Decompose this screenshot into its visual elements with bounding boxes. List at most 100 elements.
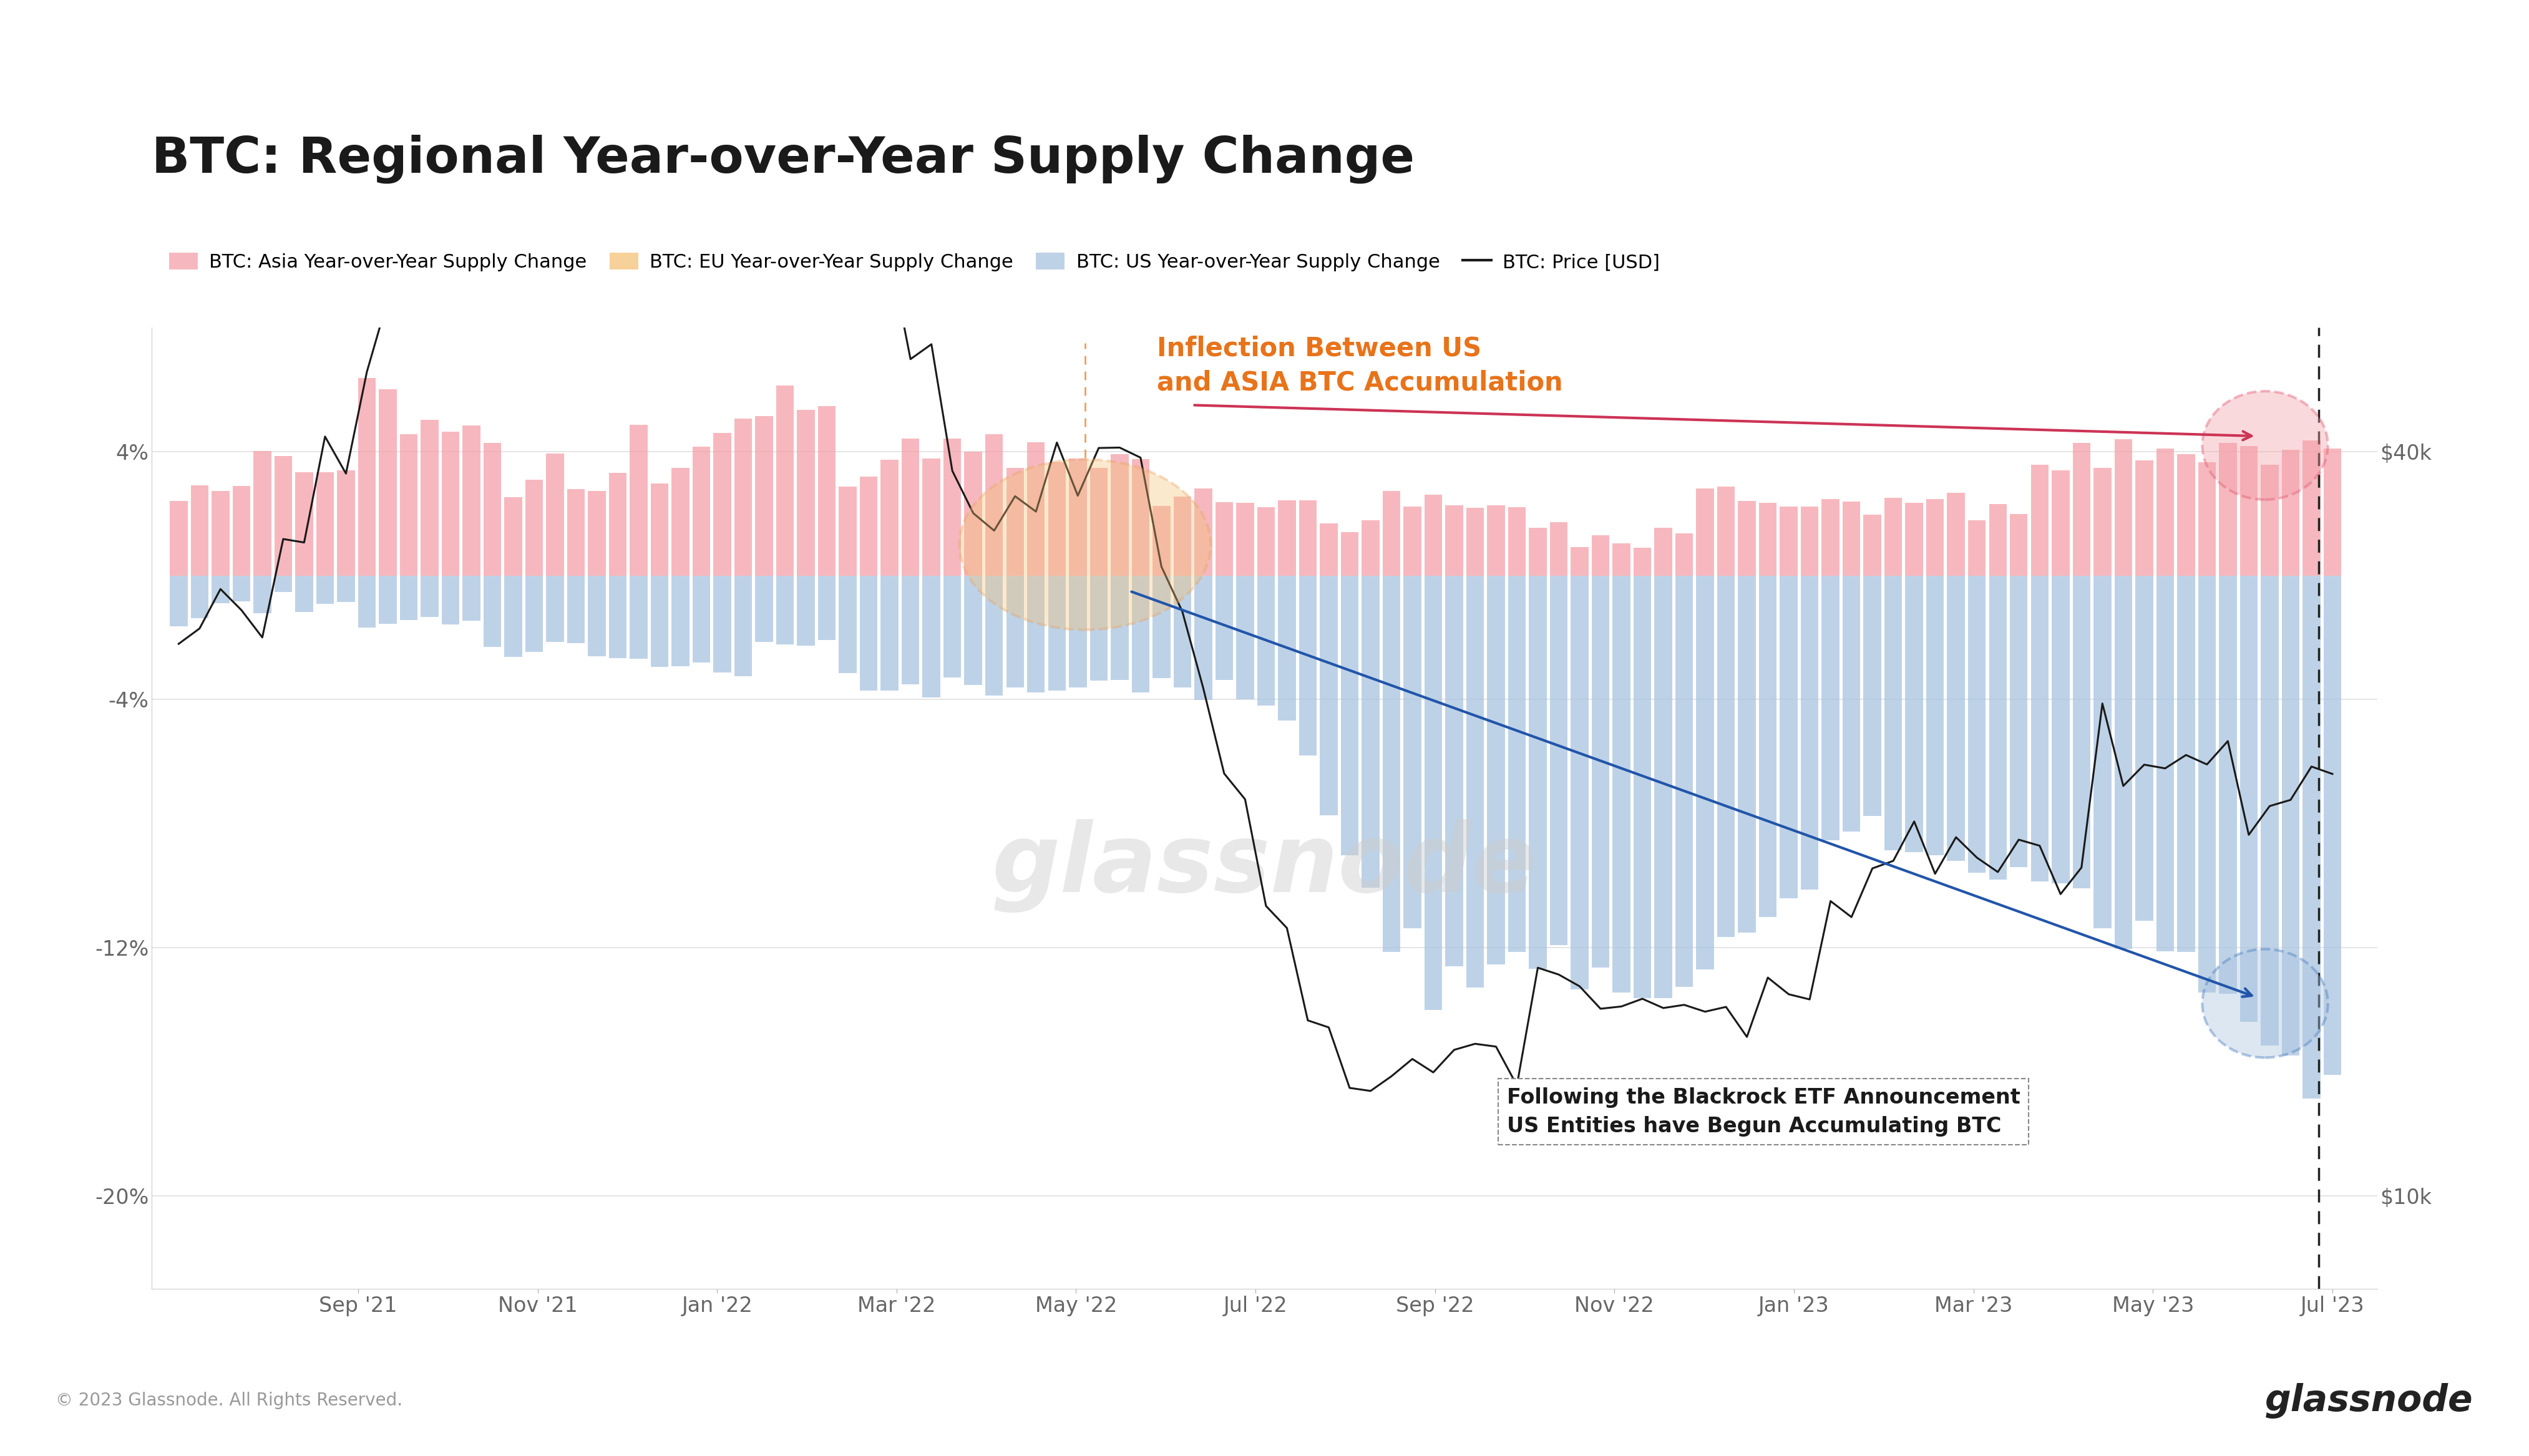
- Bar: [1110, 575, 1128, 680]
- Bar: [2011, 575, 2028, 868]
- Bar: [1654, 575, 1672, 999]
- Bar: [1216, 502, 1234, 575]
- Bar: [1884, 498, 1902, 575]
- Bar: [1194, 575, 1211, 700]
- Bar: [1007, 467, 1024, 575]
- Bar: [2157, 448, 2175, 575]
- Bar: [1844, 575, 1861, 831]
- Ellipse shape: [958, 459, 1211, 630]
- Bar: [776, 386, 794, 575]
- Bar: [296, 575, 314, 612]
- Bar: [1444, 505, 1464, 575]
- Bar: [2157, 575, 2175, 951]
- Bar: [2281, 450, 2299, 575]
- Text: Following the Blackrock ETF Announcement
US Entities have Begun Accumulating BTC: Following the Blackrock ETF Announcement…: [1507, 1088, 2021, 1136]
- Bar: [2261, 464, 2279, 575]
- Bar: [1988, 575, 2005, 879]
- Bar: [1257, 507, 1275, 575]
- Bar: [1697, 489, 1715, 575]
- Bar: [253, 575, 271, 613]
- Text: Inflection Between US
and ASIA BTC Accumulation: Inflection Between US and ASIA BTC Accum…: [1156, 335, 1563, 396]
- Bar: [1027, 443, 1044, 575]
- Bar: [1884, 575, 1902, 850]
- Bar: [1173, 575, 1191, 687]
- Bar: [776, 575, 794, 645]
- Bar: [1760, 575, 1778, 917]
- Bar: [2011, 514, 2028, 575]
- Bar: [2301, 440, 2322, 575]
- Ellipse shape: [2203, 392, 2327, 499]
- Bar: [1130, 575, 1148, 693]
- Bar: [1320, 575, 1338, 815]
- Bar: [1424, 495, 1442, 575]
- Bar: [336, 470, 354, 575]
- Bar: [566, 489, 584, 575]
- Bar: [212, 491, 230, 575]
- Bar: [1737, 575, 1755, 933]
- Bar: [1130, 459, 1148, 575]
- Bar: [1571, 575, 1588, 989]
- Bar: [1194, 488, 1211, 575]
- Bar: [630, 425, 647, 575]
- Bar: [2074, 443, 2091, 575]
- Bar: [1404, 507, 1421, 575]
- Bar: [1904, 575, 1922, 852]
- Ellipse shape: [2203, 949, 2327, 1057]
- Bar: [2177, 454, 2195, 575]
- Bar: [1383, 575, 1401, 952]
- Bar: [1947, 492, 1965, 575]
- Bar: [316, 575, 334, 604]
- Bar: [1591, 575, 1608, 967]
- Bar: [860, 476, 878, 575]
- Bar: [400, 434, 417, 575]
- Bar: [1614, 543, 1631, 575]
- Bar: [1070, 575, 1087, 687]
- Bar: [526, 479, 544, 575]
- Bar: [169, 501, 187, 575]
- Bar: [316, 472, 334, 575]
- Bar: [1864, 514, 1882, 575]
- Bar: [860, 575, 878, 690]
- Bar: [1340, 531, 1358, 575]
- Bar: [1444, 575, 1464, 965]
- Bar: [1340, 575, 1358, 855]
- Bar: [1780, 507, 1798, 575]
- Bar: [2241, 446, 2258, 575]
- Bar: [2324, 448, 2342, 575]
- Bar: [1674, 533, 1692, 575]
- Bar: [503, 575, 521, 657]
- Bar: [1467, 508, 1485, 575]
- Bar: [379, 389, 397, 575]
- Bar: [2241, 575, 2258, 1022]
- Bar: [420, 419, 438, 575]
- Bar: [420, 575, 438, 617]
- Bar: [587, 491, 607, 575]
- Bar: [923, 575, 941, 697]
- Bar: [840, 575, 857, 673]
- Bar: [483, 443, 501, 575]
- Bar: [817, 575, 835, 641]
- Bar: [463, 575, 481, 620]
- Bar: [650, 483, 668, 575]
- Bar: [1257, 575, 1275, 705]
- Bar: [503, 498, 521, 575]
- Bar: [1047, 462, 1065, 575]
- Bar: [2051, 575, 2069, 884]
- Bar: [1277, 575, 1295, 721]
- Bar: [587, 575, 607, 657]
- Bar: [1927, 575, 1945, 856]
- Bar: [1090, 575, 1108, 680]
- Bar: [964, 575, 981, 686]
- Bar: [2114, 438, 2132, 575]
- Bar: [1968, 575, 1985, 874]
- Bar: [1591, 536, 1608, 575]
- Text: BTC: Regional Year-over-Year Supply Change: BTC: Regional Year-over-Year Supply Chan…: [152, 134, 1414, 183]
- Bar: [2324, 575, 2342, 1075]
- Bar: [1361, 575, 1378, 888]
- Bar: [1361, 520, 1378, 575]
- Bar: [756, 575, 774, 642]
- Bar: [1674, 575, 1692, 987]
- Bar: [1780, 575, 1798, 898]
- Bar: [2114, 575, 2132, 949]
- Bar: [609, 473, 627, 575]
